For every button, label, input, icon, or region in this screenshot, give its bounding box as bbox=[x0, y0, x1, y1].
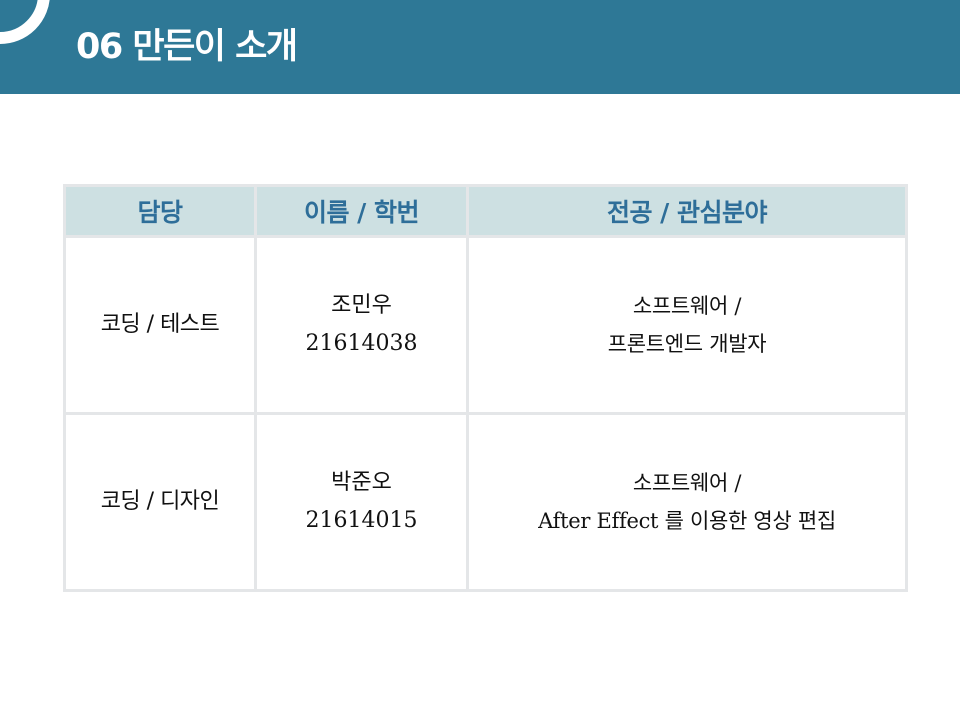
major-text: 소프트웨어 / bbox=[632, 471, 742, 495]
student-id: 21614015 bbox=[305, 508, 418, 533]
column-header-major-interest: 전공 / 관심분야 bbox=[466, 184, 908, 238]
member-name: 조민우 bbox=[331, 293, 392, 318]
column-header-name-id: 이름 / 학번 bbox=[254, 184, 469, 238]
table-header-row: 담당 이름 / 학번 전공 / 관심분야 bbox=[63, 184, 908, 238]
circle-decoration-icon bbox=[0, 0, 50, 44]
team-table: 담당 이름 / 학번 전공 / 관심분야 코딩 / 테스트 조민우 216140… bbox=[63, 184, 908, 592]
page-title: 06 만든이 소개 bbox=[76, 27, 298, 67]
header-bar: 06 만든이 소개 bbox=[0, 0, 960, 94]
name-id-cell: 박준오 21614015 bbox=[254, 412, 469, 592]
table-row: 코딩 / 테스트 조민우 21614038 소프트웨어 / 프론트엔드 개발자 bbox=[63, 235, 908, 415]
student-id: 21614038 bbox=[305, 331, 418, 356]
interest-text: 프론트엔드 개발자 bbox=[607, 332, 767, 356]
table-row: 코딩 / 디자인 박준오 21614015 소프트웨어 / After Effe… bbox=[63, 412, 908, 592]
role-cell: 코딩 / 디자인 bbox=[63, 412, 257, 592]
role-cell: 코딩 / 테스트 bbox=[63, 235, 257, 415]
interest-cell: 소프트웨어 / 프론트엔드 개발자 bbox=[466, 235, 908, 415]
interest-cell: 소프트웨어 / After Effect 를 이용한 영상 편집 bbox=[466, 412, 908, 592]
name-id-cell: 조민우 21614038 bbox=[254, 235, 469, 415]
major-text: 소프트웨어 / bbox=[632, 294, 742, 318]
member-name: 박준오 bbox=[331, 470, 392, 495]
interest-text: After Effect 를 이용한 영상 편집 bbox=[538, 509, 836, 533]
column-header-role: 담당 bbox=[63, 184, 257, 238]
